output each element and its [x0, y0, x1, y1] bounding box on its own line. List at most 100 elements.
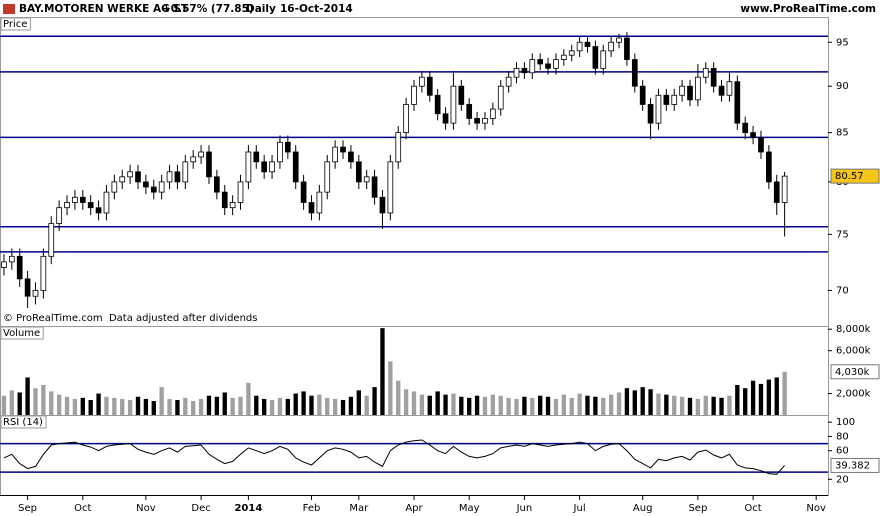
volume-bar	[593, 396, 598, 415]
y-tick-label: 90	[836, 81, 849, 92]
candle-body	[702, 67, 709, 78]
volume-bar	[679, 396, 685, 415]
panel-label: Volume	[3, 328, 40, 339]
candle-body	[663, 94, 670, 105]
volume-bar	[262, 398, 267, 415]
last-value-box	[830, 364, 880, 380]
candle-body	[198, 151, 204, 158]
candle-body	[474, 118, 480, 124]
source: www.ProRealTime.com	[740, 3, 876, 15]
volume-bar	[459, 396, 464, 415]
volume-bar	[277, 397, 283, 415]
candle-body	[655, 94, 662, 124]
candle-body	[308, 202, 315, 214]
candle-body	[616, 37, 622, 43]
x-tick-label: Jun	[516, 503, 533, 514]
volume-bar	[293, 393, 298, 415]
candle-body	[545, 63, 551, 69]
x-tick-label: Sep	[18, 503, 37, 514]
volume-bar	[766, 379, 772, 415]
volume-bar	[530, 397, 535, 415]
volume-bar	[380, 328, 385, 415]
candle-body	[513, 67, 520, 78]
candle-body	[419, 76, 425, 87]
y-tick-label: 100	[836, 417, 855, 428]
volume-bar	[451, 393, 456, 415]
x-tick-label: Dec	[191, 503, 210, 514]
volume-bar	[443, 394, 448, 415]
candle-body	[537, 59, 544, 65]
last-value-label: 80.57	[835, 171, 864, 182]
candle-body	[679, 85, 685, 96]
candle-body	[316, 191, 323, 214]
candle-body	[734, 81, 741, 124]
candle-body	[742, 122, 749, 134]
volume-bar	[1, 395, 7, 415]
volume-bar	[743, 388, 748, 415]
volume-bar	[340, 399, 346, 415]
candle-body	[214, 176, 220, 193]
volume-bar	[151, 401, 156, 415]
volume-bar	[648, 389, 653, 415]
candle-body	[411, 85, 417, 105]
candle-body	[687, 85, 693, 101]
last-value-label: 39.382	[835, 460, 870, 471]
volume-bar	[96, 393, 101, 415]
volume-bar	[127, 399, 133, 415]
y-tick-label: 6,000k	[836, 346, 871, 357]
volume-bar	[474, 395, 480, 415]
x-tick-label: May	[459, 503, 480, 514]
candle-body	[355, 161, 362, 183]
volume-bar	[498, 395, 503, 415]
candle-body	[639, 85, 646, 105]
candle-body	[24, 278, 31, 297]
volume-bar	[135, 396, 141, 415]
logo-icon	[3, 4, 15, 14]
volume-bar	[222, 392, 227, 415]
candle-body	[72, 196, 78, 203]
candle-body	[348, 151, 354, 163]
candle-body	[300, 181, 307, 203]
y-tick-label: 20	[836, 474, 849, 485]
candle-body	[379, 196, 386, 214]
panel-label-box	[0, 415, 47, 429]
candle-body	[111, 181, 118, 193]
volume-bar	[727, 395, 732, 415]
volume-bar	[372, 387, 377, 415]
volume-bar	[301, 391, 306, 415]
x-tick-label: Sep	[688, 503, 707, 514]
x-tick-label: Oct	[744, 503, 761, 514]
date: 16-Oct-2014	[280, 3, 353, 15]
volume-bar	[758, 383, 764, 415]
x-tick-label: Oct	[74, 503, 91, 514]
candle-body	[521, 67, 528, 74]
candle-body	[695, 76, 701, 101]
candle-body	[16, 255, 23, 280]
candle-body	[671, 94, 678, 105]
volume-bar	[120, 398, 125, 415]
candle-body	[221, 191, 228, 209]
volume-bar	[198, 398, 204, 415]
candle-body	[56, 207, 62, 224]
volume-bar	[561, 394, 566, 415]
price-change: +0.57% (77.85)	[162, 3, 254, 15]
candle-body	[48, 223, 55, 257]
volume-bar	[616, 392, 622, 415]
candle-body	[340, 146, 346, 153]
x-tick-label: 2014	[234, 503, 262, 514]
volume-bar	[403, 389, 409, 415]
candle-body	[229, 202, 236, 209]
volume-bar	[309, 395, 314, 415]
y-tick-label: 8,000k	[836, 324, 871, 335]
candle-body	[505, 76, 512, 87]
volume-bar	[514, 398, 519, 415]
candle-body	[245, 151, 252, 183]
volume-bar	[325, 397, 330, 415]
candle-body	[261, 161, 268, 173]
candle-body	[166, 171, 173, 183]
volume-bar	[467, 397, 472, 415]
volume-bar	[214, 396, 220, 415]
candle-body	[560, 54, 567, 60]
candle-body	[127, 171, 133, 178]
